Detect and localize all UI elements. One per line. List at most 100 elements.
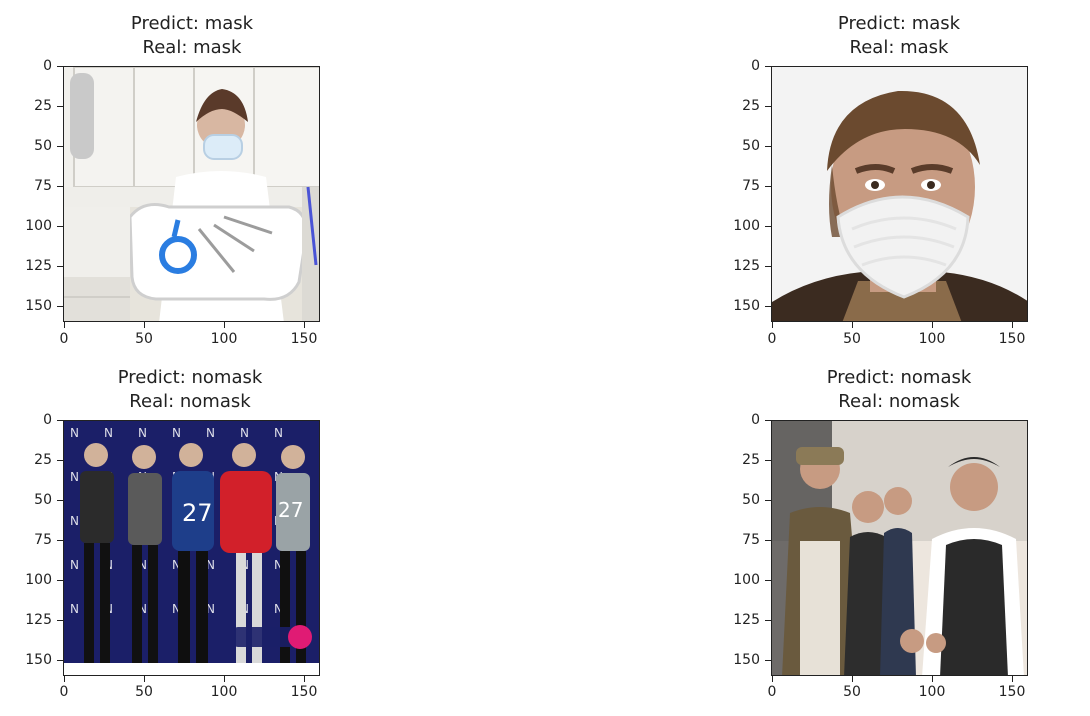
image-frame bbox=[63, 66, 320, 322]
y-tick-label: 100 bbox=[733, 218, 760, 234]
y-tick-label: 125 bbox=[25, 612, 52, 628]
svg-text:N: N bbox=[70, 602, 79, 616]
y-tick bbox=[57, 106, 63, 107]
y-tick-label: 50 bbox=[742, 492, 760, 508]
real-label: Real: nomask bbox=[129, 391, 251, 412]
svg-text:N: N bbox=[206, 558, 215, 572]
y-tick-label: 0 bbox=[751, 58, 760, 74]
y-tick-label: 25 bbox=[742, 452, 760, 468]
predict-label: Predict: mask bbox=[837, 13, 961, 34]
x-tick bbox=[932, 676, 933, 682]
real-label: Real: nomask bbox=[838, 391, 960, 412]
predict-label: Predict: nomask bbox=[826, 367, 972, 388]
svg-text:N: N bbox=[70, 558, 79, 572]
x-tick-label: 100 bbox=[918, 331, 946, 347]
subplot-title: Predict: nomask Real: nomask bbox=[749, 366, 1049, 414]
y-tick bbox=[57, 146, 63, 147]
y-tick bbox=[765, 266, 771, 267]
x-tick-label: 150 bbox=[290, 331, 318, 347]
y-tick bbox=[57, 580, 63, 581]
y-tick-label: 150 bbox=[733, 652, 760, 668]
x-tick bbox=[1012, 676, 1013, 682]
y-tick bbox=[57, 186, 63, 187]
y-tick bbox=[57, 66, 63, 67]
svg-text:N: N bbox=[240, 426, 249, 440]
y-tick-label: 100 bbox=[25, 218, 52, 234]
x-tick-label: 150 bbox=[998, 684, 1026, 700]
y-tick-label: 0 bbox=[751, 412, 760, 428]
svg-text:N: N bbox=[274, 426, 283, 440]
y-tick-label: 125 bbox=[25, 258, 52, 274]
x-tick bbox=[64, 322, 65, 328]
y-tick-label: 100 bbox=[25, 572, 52, 588]
y-tick-label: 150 bbox=[25, 298, 52, 314]
real-label: Real: mask bbox=[142, 37, 242, 58]
svg-text:N: N bbox=[274, 602, 283, 616]
x-tick bbox=[144, 322, 145, 328]
subplot-title: Predict: mask Real: mask bbox=[42, 12, 342, 60]
svg-text:27: 27 bbox=[182, 499, 213, 527]
real-label: Real: mask bbox=[849, 37, 949, 58]
y-tick-label: 75 bbox=[34, 178, 52, 194]
y-tick bbox=[57, 540, 63, 541]
y-tick bbox=[765, 460, 771, 461]
x-tick-label: 0 bbox=[59, 684, 69, 700]
predict-label: Predict: nomask bbox=[117, 367, 263, 388]
x-tick-label: 150 bbox=[290, 684, 318, 700]
y-tick bbox=[765, 66, 771, 67]
y-tick-label: 0 bbox=[43, 412, 52, 428]
x-tick bbox=[304, 322, 305, 328]
svg-text:N: N bbox=[70, 470, 79, 484]
y-tick bbox=[765, 540, 771, 541]
y-tick-label: 25 bbox=[34, 452, 52, 468]
x-tick-label: 100 bbox=[210, 331, 238, 347]
y-tick bbox=[57, 266, 63, 267]
y-tick bbox=[57, 460, 63, 461]
x-tick-label: 0 bbox=[767, 684, 777, 700]
x-tick bbox=[852, 322, 853, 328]
svg-text:N: N bbox=[70, 514, 79, 528]
x-tick-label: 50 bbox=[135, 331, 153, 347]
x-tick bbox=[144, 676, 145, 682]
x-tick-label: 150 bbox=[998, 331, 1026, 347]
svg-text:N: N bbox=[206, 602, 215, 616]
y-tick bbox=[765, 660, 771, 661]
y-tick-label: 125 bbox=[733, 258, 760, 274]
svg-text:N: N bbox=[172, 558, 181, 572]
y-tick-label: 50 bbox=[742, 138, 760, 154]
y-tick bbox=[765, 306, 771, 307]
y-tick bbox=[57, 500, 63, 501]
y-tick bbox=[765, 106, 771, 107]
image-frame bbox=[771, 420, 1028, 676]
y-tick bbox=[57, 226, 63, 227]
y-tick-label: 100 bbox=[733, 572, 760, 588]
x-tick bbox=[932, 322, 933, 328]
y-tick-label: 150 bbox=[733, 298, 760, 314]
y-tick-label: 50 bbox=[34, 138, 52, 154]
x-tick-label: 0 bbox=[767, 331, 777, 347]
predict-label: Predict: mask bbox=[130, 13, 254, 34]
image-men-greeting bbox=[772, 421, 1027, 675]
y-tick-label: 150 bbox=[25, 652, 52, 668]
y-tick-label: 25 bbox=[742, 98, 760, 114]
svg-text:N: N bbox=[206, 426, 215, 440]
image-clinic-mask bbox=[64, 67, 319, 321]
x-tick-label: 100 bbox=[210, 684, 238, 700]
image-portrait-mask bbox=[772, 67, 1027, 321]
y-tick bbox=[57, 660, 63, 661]
y-tick bbox=[57, 420, 63, 421]
svg-text:N: N bbox=[138, 602, 147, 616]
y-tick-label: 125 bbox=[733, 612, 760, 628]
y-tick bbox=[765, 420, 771, 421]
svg-text:N: N bbox=[172, 602, 181, 616]
svg-text:27: 27 bbox=[278, 498, 303, 522]
x-tick-label: 50 bbox=[843, 684, 861, 700]
svg-text:N: N bbox=[138, 426, 147, 440]
svg-text:N: N bbox=[70, 426, 79, 440]
y-tick bbox=[57, 306, 63, 307]
svg-text:N: N bbox=[104, 426, 113, 440]
y-tick bbox=[765, 580, 771, 581]
x-tick bbox=[64, 676, 65, 682]
